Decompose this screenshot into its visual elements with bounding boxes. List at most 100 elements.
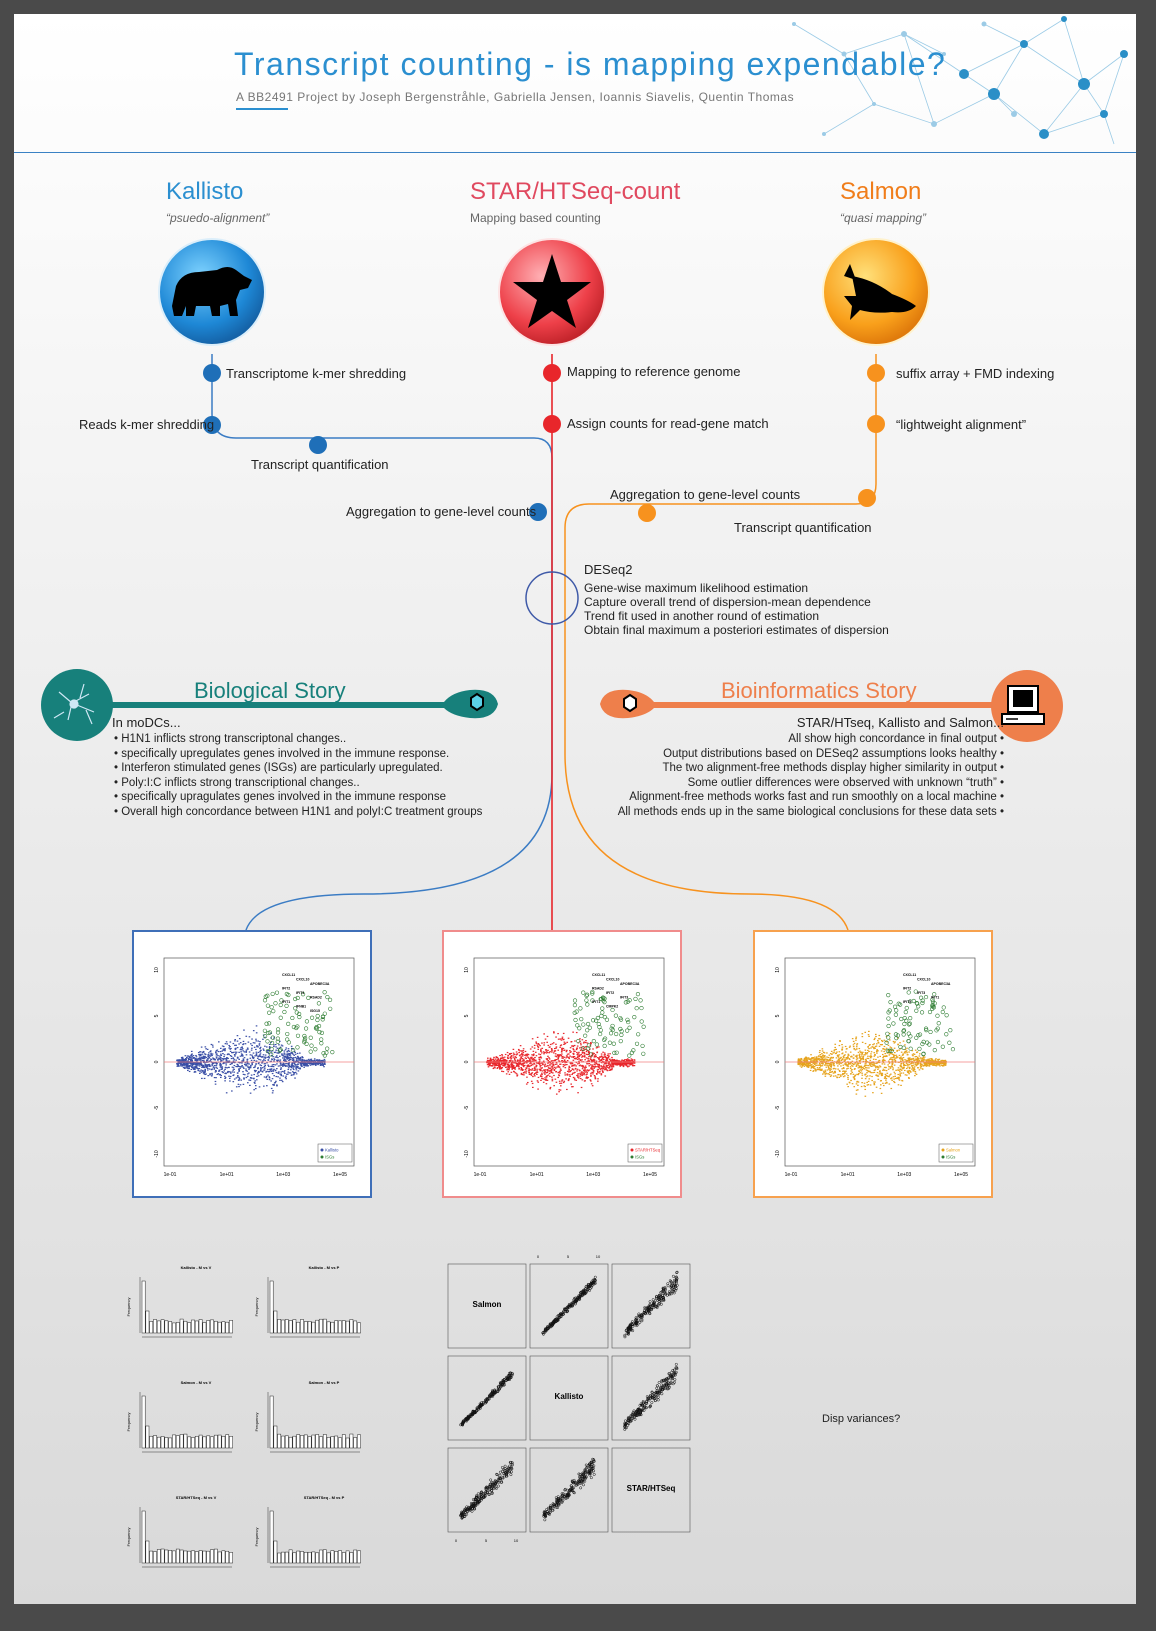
data-point	[560, 1069, 562, 1071]
data-point	[258, 1044, 261, 1046]
data-point	[314, 1064, 317, 1066]
data-point	[576, 1055, 579, 1057]
data-point	[224, 1080, 226, 1082]
data-point	[586, 1042, 589, 1044]
data-point	[913, 1069, 915, 1071]
data-point	[240, 1051, 242, 1053]
data-point	[224, 1077, 226, 1080]
data-point	[187, 1067, 190, 1070]
data-point	[207, 1054, 209, 1056]
data-point	[837, 1068, 839, 1070]
isg-point	[293, 996, 298, 1002]
data-point	[529, 1065, 531, 1067]
data-point	[902, 1053, 905, 1055]
data-point	[212, 1057, 214, 1059]
isg-point	[935, 1026, 940, 1031]
data-point	[595, 1055, 597, 1057]
data-point	[542, 1060, 545, 1062]
data-point	[498, 1062, 501, 1064]
data-point	[812, 1070, 814, 1072]
data-point	[594, 1078, 597, 1080]
data-point	[200, 1064, 203, 1067]
data-point	[202, 1072, 205, 1074]
histogram-bar	[349, 1433, 354, 1449]
data-point	[939, 1060, 942, 1062]
data-point	[219, 1073, 221, 1076]
data-point	[512, 1048, 515, 1050]
data-point	[806, 1066, 808, 1068]
data-point	[914, 1049, 917, 1051]
data-point	[303, 1059, 306, 1061]
isg-point	[908, 1016, 913, 1021]
data-point	[216, 1073, 219, 1076]
data-point	[246, 1063, 248, 1065]
data-point	[580, 1086, 583, 1089]
y-tick-label: -5	[464, 1106, 470, 1111]
data-point	[272, 1056, 274, 1058]
data-point	[911, 1060, 913, 1062]
isg-point	[940, 1044, 945, 1049]
data-point	[880, 1092, 883, 1094]
data-point	[209, 1073, 211, 1075]
histogram-bar	[145, 1425, 150, 1449]
data-point	[562, 1038, 565, 1040]
data-point	[294, 1060, 297, 1062]
data-point	[575, 1065, 577, 1067]
data-point	[203, 1053, 206, 1055]
data-point	[889, 1057, 892, 1059]
data-point	[303, 1066, 305, 1068]
data-point	[590, 1068, 593, 1070]
data-point	[891, 1058, 894, 1061]
data-point	[582, 1055, 584, 1057]
data-point	[295, 1073, 298, 1075]
data-point	[243, 1051, 246, 1053]
isg-point	[579, 1017, 584, 1022]
data-point	[208, 1065, 211, 1067]
data-point	[246, 1082, 249, 1084]
data-point	[572, 1056, 575, 1059]
histogram-bar	[198, 1434, 203, 1449]
data-point	[183, 1058, 186, 1061]
data-point	[184, 1055, 187, 1057]
data-point	[214, 1058, 216, 1060]
data-point	[503, 1063, 506, 1065]
data-point	[825, 1066, 828, 1068]
data-point	[878, 1038, 880, 1040]
histogram-bar	[288, 1549, 293, 1564]
data-point	[178, 1065, 180, 1067]
data-point	[584, 1041, 587, 1044]
data-point	[915, 1064, 918, 1066]
data-point	[546, 1068, 549, 1071]
data-point	[880, 1073, 883, 1076]
x-tick-label: 1e-01	[785, 1172, 798, 1178]
data-point	[517, 1048, 520, 1051]
data-point	[231, 1090, 233, 1092]
data-point	[550, 1070, 553, 1072]
isg-point	[635, 991, 641, 997]
data-point	[232, 1061, 235, 1064]
data-point	[211, 1063, 213, 1065]
data-point	[836, 1051, 838, 1053]
data-point	[604, 1069, 606, 1071]
data-point	[906, 1059, 908, 1061]
isg-point	[572, 998, 578, 1003]
data-point	[199, 1062, 201, 1064]
data-point	[208, 1068, 211, 1070]
data-point	[853, 1042, 856, 1044]
data-point	[831, 1059, 834, 1062]
data-point	[252, 1052, 255, 1054]
data-point	[822, 1070, 825, 1072]
deseq-line: Gene-wise maximum likelihood estimation	[584, 581, 809, 595]
data-point	[821, 1062, 823, 1064]
data-point	[232, 1051, 234, 1054]
data-point	[602, 1060, 604, 1063]
data-point	[515, 1054, 518, 1056]
data-point	[292, 1048, 294, 1050]
data-point	[236, 1065, 238, 1068]
data-point	[184, 1061, 187, 1064]
pairs-point	[558, 1312, 562, 1316]
data-point	[865, 1062, 867, 1064]
data-point	[493, 1064, 496, 1066]
data-point	[587, 1070, 590, 1072]
data-point	[494, 1060, 496, 1062]
